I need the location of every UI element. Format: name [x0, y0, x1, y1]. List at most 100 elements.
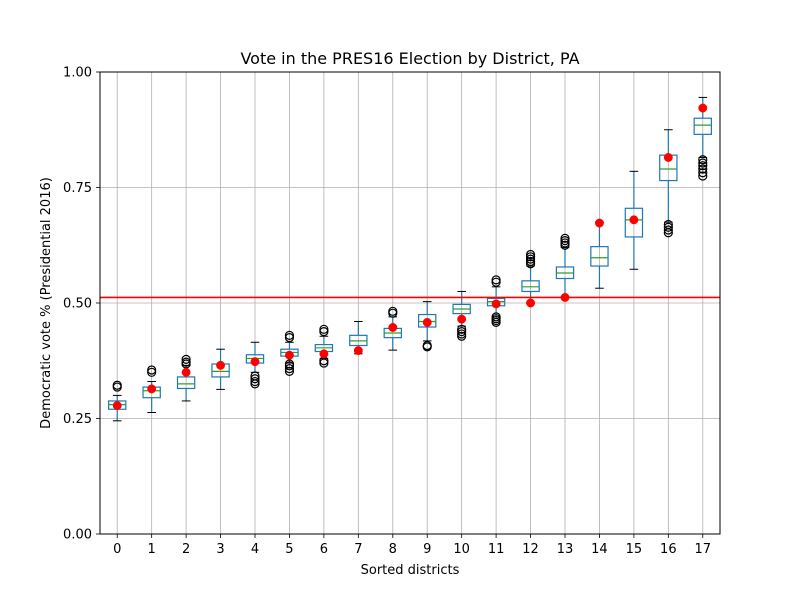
outlier-point [284, 364, 295, 374]
outlier-point [284, 333, 295, 343]
box-iqr [693, 117, 712, 135]
box-iqr [624, 207, 644, 238]
x-tick-label: 5 [285, 542, 293, 557]
outlier-point [698, 164, 708, 174]
box-iqr [176, 376, 196, 390]
enacted-point [491, 299, 501, 309]
x-tick-label: 8 [389, 542, 397, 557]
x-tick-label: 0 [113, 542, 121, 557]
y-tick-label: 0.00 [63, 528, 92, 543]
x-tick-label: 6 [320, 542, 328, 557]
box-iqr [521, 280, 540, 293]
outlier-point [491, 275, 501, 285]
outlier-point [457, 327, 467, 337]
outlier-point [457, 329, 467, 339]
outlier-point [284, 330, 295, 340]
x-tick-label: 16 [660, 542, 677, 557]
enacted-point [663, 153, 673, 162]
enacted-point [353, 346, 363, 356]
box-district-4 [245, 341, 265, 389]
x-tick-label: 12 [522, 542, 539, 557]
outlier-point [181, 354, 191, 364]
outlier-point [698, 168, 708, 178]
chart-title: Vote in the PRES16 Election by District,… [240, 49, 579, 68]
enacted-point [250, 357, 260, 367]
enacted-point [526, 298, 536, 308]
outlier-point [525, 252, 536, 262]
x-tick-label: 15 [626, 542, 643, 557]
outlier-point [422, 340, 432, 351]
x-tick-label: 9 [423, 542, 431, 557]
y-tick-label: 0.50 [63, 297, 92, 312]
outlier-point [457, 331, 467, 341]
enacted-point [216, 360, 226, 370]
enacted-point [147, 384, 157, 394]
enacted-point [181, 367, 191, 377]
x-tick-label: 10 [453, 542, 470, 557]
axes: 0.000.250.500.751.000 1 2 3 4 5 6 7 8 9 10 11 12 13 14… [63, 66, 711, 558]
y-tick-label: 0.25 [63, 412, 92, 427]
outlier-point [525, 256, 536, 267]
x-tick-label: 11 [488, 542, 505, 557]
box-district-16 [659, 129, 678, 238]
box-district-9 [418, 301, 437, 352]
outlier-point [491, 277, 501, 287]
outlier-point [663, 225, 673, 235]
outlier-point [698, 155, 708, 165]
enacted-point [388, 323, 398, 332]
enacted-point [319, 349, 329, 359]
enacted-point [698, 103, 708, 113]
x-tick-label: 17 [695, 542, 712, 557]
outlier-point [663, 222, 673, 232]
x-axis-label: Sorted districts [361, 563, 460, 578]
outlier-point [319, 324, 329, 334]
outlier-point [250, 371, 260, 381]
outlier-point [388, 306, 398, 316]
y-axis-label: Democratic vote % (Presidential 2016) [39, 177, 54, 429]
outlier-point [560, 238, 570, 248]
y-tick-label: 0.75 [63, 181, 92, 196]
x-tick-label: 2 [182, 542, 190, 557]
enacted-point [422, 317, 432, 327]
outlier-point [112, 380, 122, 390]
outlier-point [525, 249, 536, 260]
outlier-point [698, 158, 708, 168]
outlier-point [147, 367, 157, 377]
outlier-point [457, 324, 467, 334]
outlier-point [560, 240, 570, 250]
outlier-point [663, 219, 673, 230]
enacted-point [457, 314, 467, 324]
outlier-point [525, 254, 536, 264]
outlier-point [250, 374, 260, 384]
outlier-point [147, 365, 157, 375]
enacted-point [284, 350, 294, 360]
x-tick-label: 14 [591, 542, 608, 557]
outlier-point [560, 236, 570, 246]
x-tick-label: 13 [557, 542, 574, 557]
x-tick-label: 1 [148, 542, 156, 557]
outlier-point [525, 259, 536, 269]
outlier-point [284, 359, 295, 369]
box-district-2 [176, 354, 196, 402]
enacted-point [629, 215, 639, 225]
box-iqr [590, 246, 609, 267]
outlier-point [284, 366, 295, 376]
outlier-point [319, 327, 329, 337]
outlier-point [560, 233, 570, 243]
enacted-point [112, 401, 122, 411]
x-tick-label: 7 [354, 542, 362, 557]
enacted-points [112, 103, 708, 411]
outlier-point [698, 161, 708, 171]
box-district-17 [693, 96, 712, 181]
box-iqr [418, 313, 437, 328]
y-tick-label: 1.00 [63, 66, 92, 81]
x-tick-label: 4 [251, 542, 259, 557]
outlier-point [698, 171, 708, 181]
outlier-point [250, 376, 260, 387]
outlier-point [491, 312, 501, 322]
outlier-point [319, 358, 329, 368]
enacted-point [560, 293, 570, 302]
outlier-point [181, 357, 191, 367]
